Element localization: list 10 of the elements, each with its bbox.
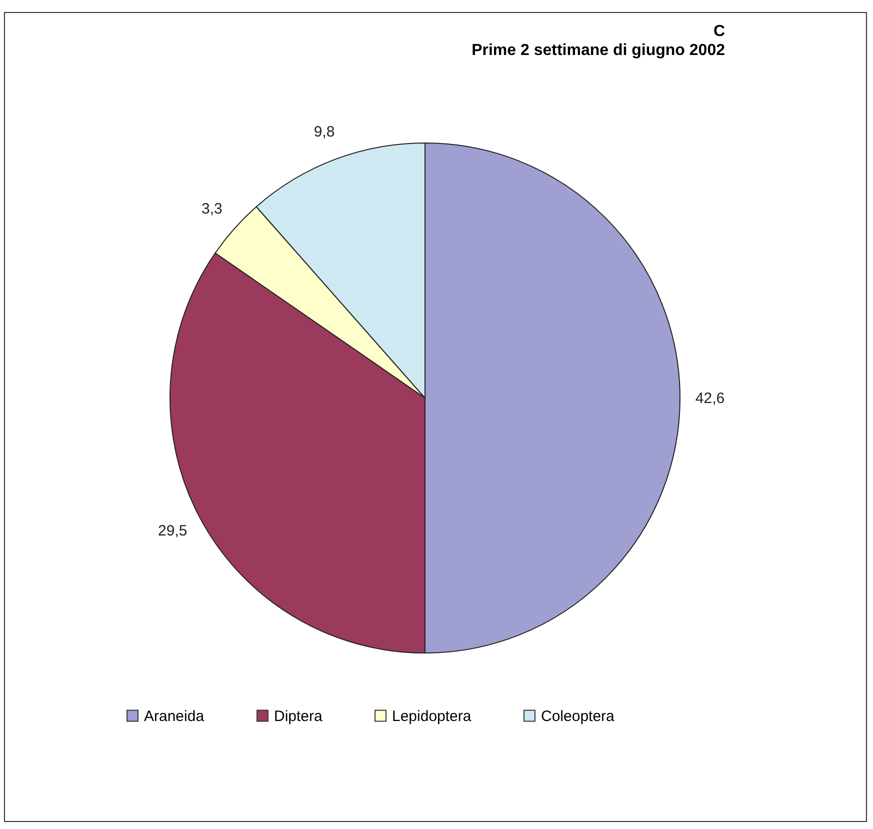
legend-label: Coleoptera: [541, 708, 616, 725]
chart-subtitle: Prime 2 settimane di giugno 2002: [472, 42, 726, 59]
legend-label: Lepidoptera: [392, 708, 472, 725]
legend-label: Araneida: [144, 708, 205, 725]
data-label: 29,5: [158, 522, 188, 540]
data-label: 42,6: [695, 390, 725, 407]
data-label: 9,8: [314, 123, 335, 140]
legend-label: Diptera: [274, 708, 324, 725]
chart-title: C: [713, 23, 726, 40]
data-label: 3,3: [202, 200, 222, 218]
